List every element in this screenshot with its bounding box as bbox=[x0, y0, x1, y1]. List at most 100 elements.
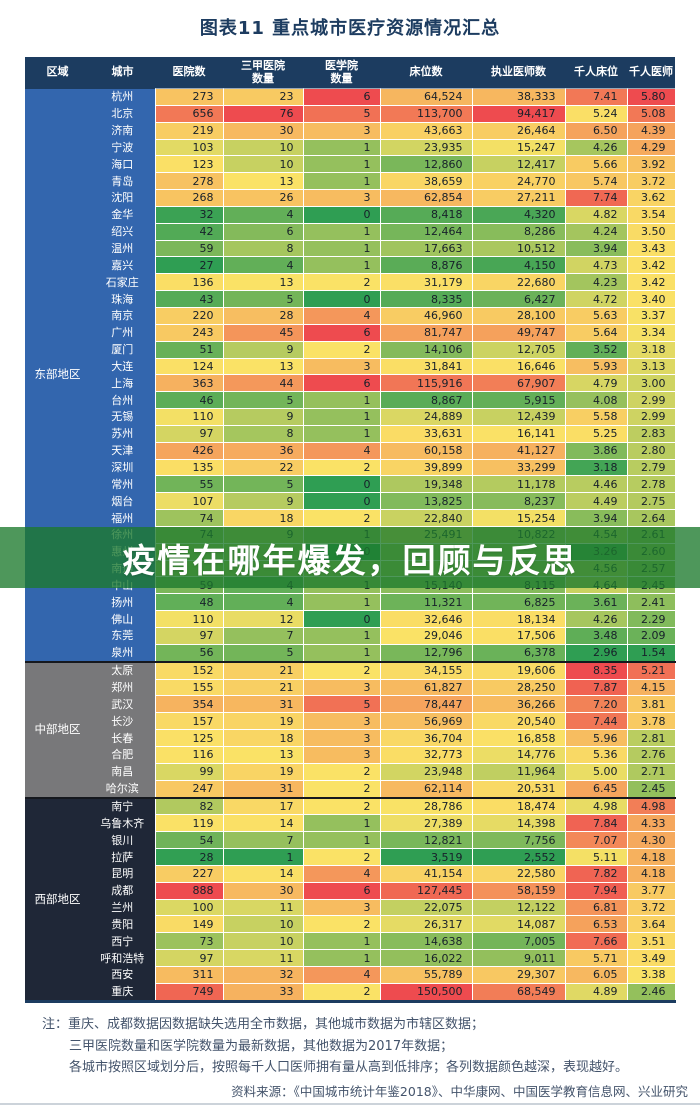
column-header: 区域 bbox=[25, 57, 90, 89]
table-row: 深圳 135 22 2 39,899 33,299 3.18 2.79 bbox=[25, 458, 676, 477]
value-cell: 22 bbox=[222, 458, 304, 477]
footnote-line: 各城市按照区域划分后，按照每千人口医师拥有量从高到低排序；各列数据颜色越深，表现… bbox=[69, 1060, 629, 1075]
value-cell: 28 bbox=[154, 848, 224, 866]
table-row: 拉萨 28 1 2 3,519 2,552 5.11 4.18 bbox=[25, 848, 676, 866]
value-cell: 3.77 bbox=[626, 881, 676, 900]
value-cell: 2.83 bbox=[626, 424, 676, 443]
value-cell: 73 bbox=[154, 932, 224, 951]
city-cell: 北京 bbox=[90, 105, 155, 123]
table-row: 珠海 43 5 0 8,335 6,427 4.72 3.40 bbox=[25, 290, 676, 308]
value-cell: 4.73 bbox=[564, 256, 628, 275]
value-cell: 4,150 bbox=[471, 256, 566, 275]
value-cell: 43,663 bbox=[379, 121, 473, 140]
value-cell: 26,317 bbox=[379, 915, 473, 934]
value-cell: 2.09 bbox=[626, 627, 676, 645]
value-cell: 4.30 bbox=[626, 831, 676, 850]
value-cell: 27,211 bbox=[471, 189, 566, 207]
value-cell: 51 bbox=[154, 340, 224, 359]
table-row: 南昌 99 19 2 23,948 11,964 5.00 2.71 bbox=[25, 762, 676, 781]
value-cell: 28,786 bbox=[379, 796, 473, 816]
value-cell: 4.08 bbox=[564, 391, 628, 410]
value-cell: 1.54 bbox=[626, 643, 676, 663]
value-cell: 6 bbox=[302, 374, 381, 393]
table-row: 乌鲁木齐 119 14 1 27,389 14,398 7.84 4.33 bbox=[25, 814, 676, 833]
value-cell: 76 bbox=[222, 104, 304, 123]
value-cell: 97 bbox=[154, 627, 224, 645]
value-cell: 2 bbox=[302, 273, 381, 292]
value-cell: 23,935 bbox=[379, 138, 473, 157]
value-cell: 3.72 bbox=[626, 898, 676, 917]
value-cell: 13 bbox=[222, 357, 304, 376]
city-cell: 哈尔滨 bbox=[90, 780, 155, 798]
value-cell: 12,122 bbox=[471, 898, 566, 917]
value-cell: 273 bbox=[154, 88, 224, 106]
value-cell: 0 bbox=[302, 492, 381, 511]
value-cell: 19 bbox=[222, 762, 304, 781]
value-cell: 3.50 bbox=[626, 222, 676, 241]
value-cell: 74 bbox=[154, 509, 224, 527]
value-cell: 14,638 bbox=[379, 932, 473, 951]
city-cell: 南昌 bbox=[90, 763, 155, 781]
table-row: 呼和浩特 97 11 1 16,022 9,011 5.71 3.49 bbox=[25, 949, 676, 967]
value-cell: 9 bbox=[222, 492, 304, 511]
value-cell: 127,445 bbox=[379, 881, 473, 900]
value-cell: 12,705 bbox=[471, 340, 566, 359]
value-cell: 363 bbox=[154, 374, 224, 393]
table-row: 佛山 110 12 0 32,646 18,134 4.26 2.29 bbox=[25, 610, 676, 628]
value-cell: 10 bbox=[222, 932, 304, 951]
city-cell: 长沙 bbox=[90, 712, 155, 730]
table-row: 西安 311 32 4 55,789 29,307 6.05 3.38 bbox=[25, 966, 676, 984]
value-cell: 42 bbox=[154, 222, 224, 241]
value-cell: 38,333 bbox=[471, 88, 566, 106]
value-cell: 7 bbox=[222, 831, 304, 850]
value-cell: 7 bbox=[222, 627, 304, 645]
value-cell: 13 bbox=[222, 172, 304, 191]
city-cell: 烟台 bbox=[90, 492, 155, 510]
value-cell: 41,154 bbox=[379, 864, 473, 883]
value-cell: 97 bbox=[154, 949, 224, 967]
value-cell: 656 bbox=[154, 104, 224, 123]
value-cell: 110 bbox=[154, 408, 224, 426]
value-cell: 4 bbox=[302, 966, 381, 984]
city-cell: 厦门 bbox=[90, 341, 155, 358]
region-cell: 西部地区 bbox=[25, 796, 90, 1002]
value-cell: 3.43 bbox=[626, 239, 676, 258]
value-cell: 28,250 bbox=[471, 678, 566, 697]
value-cell: 6,825 bbox=[471, 593, 566, 612]
value-cell: 59 bbox=[154, 239, 224, 258]
value-cell: 3 bbox=[302, 712, 381, 731]
value-cell: 99 bbox=[154, 762, 224, 781]
value-cell: 3.18 bbox=[564, 458, 628, 477]
value-cell: 24,889 bbox=[379, 408, 473, 426]
value-cell: 6.45 bbox=[564, 779, 628, 799]
value-cell: 4.24 bbox=[564, 222, 628, 241]
value-cell: 6 bbox=[302, 88, 381, 106]
value-cell: 6.50 bbox=[564, 121, 628, 140]
city-cell: 杭州 bbox=[90, 88, 155, 106]
value-cell: 36,266 bbox=[471, 695, 566, 714]
city-cell: 泉州 bbox=[90, 644, 155, 662]
value-cell: 32 bbox=[222, 966, 304, 984]
value-cell: 7.44 bbox=[564, 712, 628, 731]
value-cell: 135 bbox=[154, 458, 224, 477]
value-cell: 278 bbox=[154, 172, 224, 191]
value-cell: 2 bbox=[302, 509, 381, 527]
value-cell: 5.00 bbox=[564, 762, 628, 781]
value-cell: 12 bbox=[222, 610, 304, 628]
value-cell: 22,680 bbox=[471, 273, 566, 292]
value-cell: 103 bbox=[154, 138, 224, 157]
table-row: 成都 888 30 6 127,445 58,159 7.94 3.77 bbox=[25, 881, 676, 900]
value-cell: 2 bbox=[302, 762, 381, 781]
value-cell: 2 bbox=[302, 660, 381, 680]
table-row: 金华 32 4 0 8,418 4,320 4.82 3.54 bbox=[25, 205, 676, 224]
value-cell: 58,159 bbox=[471, 881, 566, 900]
value-cell: 4.89 bbox=[564, 982, 628, 1003]
value-cell: 5 bbox=[302, 104, 381, 123]
value-cell: 1 bbox=[302, 391, 381, 410]
value-cell: 4.18 bbox=[626, 848, 676, 866]
value-cell: 32,646 bbox=[379, 610, 473, 628]
value-cell: 7.74 bbox=[564, 189, 628, 207]
value-cell: 10 bbox=[222, 155, 304, 174]
value-cell: 31,841 bbox=[379, 357, 473, 376]
value-cell: 5.80 bbox=[626, 88, 676, 106]
